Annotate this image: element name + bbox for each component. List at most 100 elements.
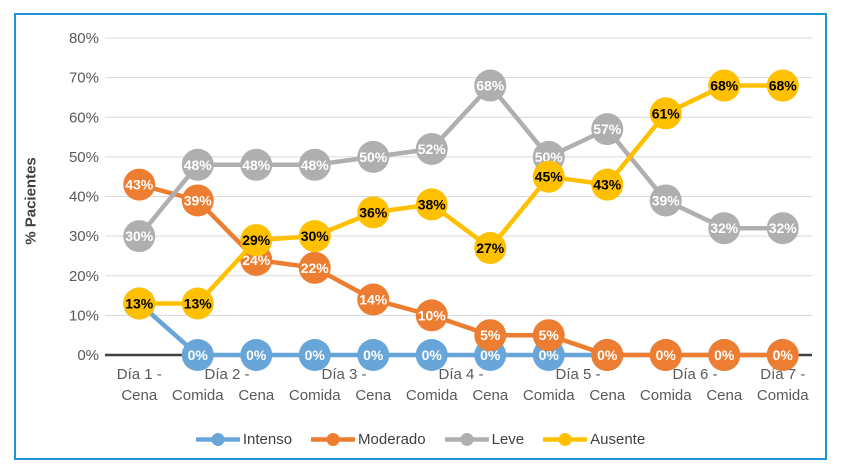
marker-leve [240,148,273,181]
x-tick-meal-label: Comida [172,387,224,404]
y-tick-label: 50% [69,149,99,166]
marker-leve [415,132,448,165]
legend-label-moderado: Moderado [358,430,426,448]
x-tick-meal-label: Comida [406,387,458,404]
data-label-intenso: 0% [305,347,326,363]
data-label-intenso: 0% [363,347,384,363]
chart-border [14,13,827,460]
data-label-leve: 68% [476,78,505,94]
x-tick-day-label: Día 2 - [204,366,249,383]
marker-intenso [298,339,331,371]
marker-ausente [415,188,448,221]
legend: Intenso Moderado Leve Ausente [14,424,827,454]
data-label-leve: 57% [593,121,622,137]
data-label-moderado: 22% [301,260,330,276]
legend-marker-icon-ausente [543,432,588,446]
series-line-leve [137,83,785,239]
data-label-moderado: 24% [242,252,271,268]
y-tick-label: 70% [69,70,99,87]
legend-item-leve: Leve [444,430,525,448]
data-label-moderado: 39% [184,192,213,208]
marker-ausente [123,287,156,320]
legend-marker-icon-moderado [311,432,356,446]
marker-moderado [532,319,565,352]
data-label-leve: 50% [359,149,388,165]
marker-moderado [649,339,682,371]
legend-marker-icon-leve [444,432,489,446]
data-label-moderado: 10% [418,307,447,323]
data-label-ausente: 61% [652,105,681,121]
data-label-moderado: 5% [539,327,560,343]
marker-intenso [240,339,273,371]
y-tick-label: 0% [77,347,99,364]
marker-moderado [123,168,156,201]
data-label-ausente: 30% [301,228,330,244]
x-tick-meal-label: Cena [706,387,743,404]
x-tick-meal-label: Cena [121,387,158,404]
y-tick-label: 60% [69,109,99,126]
data-label-leve: 30% [125,228,154,244]
marker-moderado [708,339,741,371]
x-tick-meal-label: Cena [355,387,392,404]
marker-leve [766,212,799,245]
x-tick-day-label: Día 7 - [760,366,805,383]
marker-ausente [357,196,390,229]
marker-moderado [415,299,448,332]
legend-item-ausente: Ausente [543,431,645,448]
marker-leve [298,148,331,181]
marker-ausente [240,224,273,257]
x-tick-meal-label: Cena [589,387,626,404]
marker-ausente [532,160,565,193]
data-label-leve: 32% [769,220,798,236]
x-tick-meal-label: Comida [523,387,575,404]
data-label-intenso: 0% [539,347,560,363]
legend-item-moderado: Moderado [311,431,426,448]
data-label-moderado: 14% [359,292,388,308]
data-label-ausente: 68% [769,78,798,94]
data-label-moderado: 0% [656,347,677,363]
marker-moderado [357,283,390,316]
x-tick-meal-label: Cena [238,387,275,404]
marker-ausente [708,69,741,102]
x-tick-day-label: Día 6 - [672,366,717,383]
x-tick-day-label: Día 5 - [555,366,600,383]
data-label-ausente: 13% [184,295,213,311]
legend-label-leve: Leve [491,430,525,448]
data-label-intenso: 0% [246,347,267,363]
data-label-ausente: 29% [242,232,271,248]
data-label-ausente: 68% [710,78,739,94]
data-label-ausente: 36% [359,204,388,220]
y-tick-label: 40% [69,189,99,206]
marker-leve [181,148,214,181]
legend-item-intenso: Intenso [195,430,293,448]
marker-intenso [357,339,390,371]
data-label-leve: 48% [242,157,271,173]
data-label-leve: 32% [710,220,739,236]
marker-intenso [415,339,448,371]
data-label-moderado: 0% [714,347,735,363]
legend-label-intenso: Intenso [242,430,293,448]
data-label-intenso: 0% [188,347,209,363]
marker-leve [474,69,507,102]
y-tick-label: 20% [69,268,99,285]
marker-ausente [474,232,507,265]
marker-leve [649,184,682,217]
data-label-ausente: 45% [535,169,564,185]
x-tick-meal-label: Comida [289,387,341,404]
x-tick-meal-label: Comida [640,387,692,404]
series-line-intenso [137,301,785,358]
marker-moderado [298,251,331,284]
y-tick-label: 30% [69,228,99,245]
marker-moderado [474,319,507,352]
marker-leve [357,140,390,173]
x-tick-day-label: Día 3 - [321,366,366,383]
y-tick-label: 10% [69,307,99,324]
marker-intenso [181,339,214,371]
marker-ausente [298,220,331,253]
data-label-ausente: 27% [476,240,505,256]
data-label-moderado: 0% [773,347,794,363]
data-label-leve: 50% [535,149,564,165]
x-tick-day-label: Día 4 - [438,366,483,383]
